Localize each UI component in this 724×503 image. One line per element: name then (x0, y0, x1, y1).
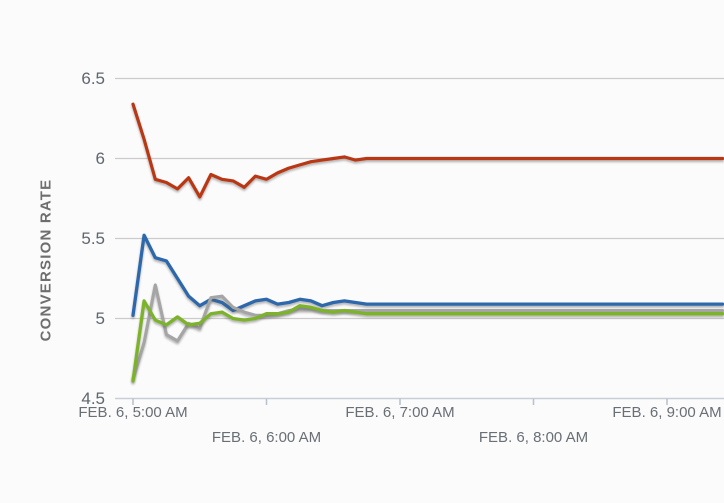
x-tick-label: FEB. 6, 5:00 AM (78, 404, 188, 421)
x-tick-label: FEB. 6, 7:00 AM (345, 404, 455, 421)
y-tick-label: 4.5 (81, 388, 105, 408)
x-tick-label: FEB. 6, 6:00 AM (211, 429, 322, 446)
y-tick-label: 5 (95, 308, 105, 328)
y-tick-label: 6 (95, 148, 105, 168)
y-tick-label: 6.5 (81, 68, 105, 88)
series-red-line (131, 102, 724, 199)
x-tick-label: FEB. 6, 8:00 AM (478, 429, 589, 446)
y-tick-label: 5.5 (81, 228, 105, 248)
series-green-line (131, 299, 724, 383)
x-tick-label: FEB. 6, 9:00 AM (612, 404, 722, 421)
series-gray-line (131, 283, 724, 381)
series-blue-line (131, 233, 724, 317)
